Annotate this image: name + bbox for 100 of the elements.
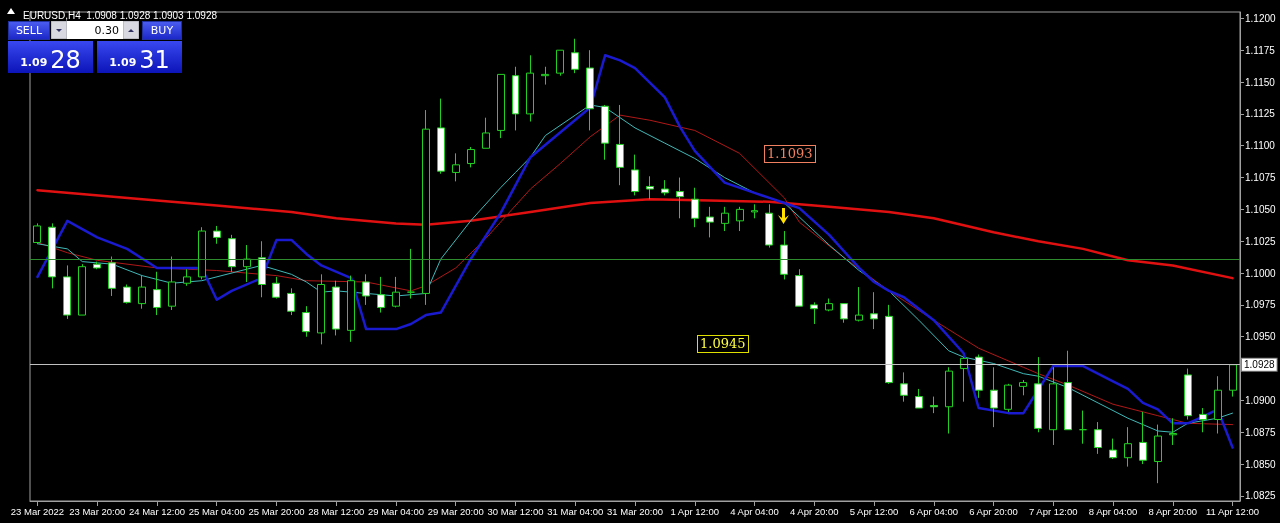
- candlestick: [1019, 379, 1027, 396]
- x-tick-label: 7 Apr 12:00: [1028, 505, 1078, 517]
- x-tick-label: 24 Mar 12:00: [128, 505, 185, 517]
- candlestick: [48, 222, 56, 289]
- candlestick: [1004, 383, 1012, 413]
- annotation: 1.09: [20, 56, 48, 69]
- y-tick-label: 1.0825: [1245, 490, 1277, 502]
- candlestick: [258, 240, 266, 298]
- candlestick: [392, 276, 400, 308]
- candlestick: [930, 396, 938, 414]
- candlestick: [915, 388, 923, 409]
- candlestick: [825, 298, 833, 312]
- annotation: 28: [50, 46, 81, 74]
- y-tick-label: 1.0950: [1245, 331, 1277, 343]
- x-tick-label: 1 Apr 12:00: [670, 505, 720, 517]
- y-tick-label: 1.1175: [1245, 44, 1276, 56]
- x-tick-label: 6 Apr 04:00: [909, 505, 959, 517]
- annotation: 0.30: [67, 21, 123, 39]
- candlestick: [586, 49, 594, 131]
- candlestick: [646, 175, 654, 200]
- candlestick: [736, 206, 744, 232]
- candlestick: [1199, 407, 1207, 433]
- x-tick-label: 8 Apr 20:00: [1148, 505, 1198, 517]
- candlestick: [661, 179, 669, 196]
- annotation: 1.0945: [697, 335, 749, 353]
- x-tick-label: 31 Mar 20:00: [607, 505, 663, 517]
- candlestick: [1169, 417, 1177, 446]
- candlestick: [541, 66, 549, 86]
- candlestick: [272, 276, 280, 300]
- candlestick: [556, 49, 564, 77]
- candlestick: [885, 304, 893, 385]
- x-tick-label: 23 Mar 20:00: [69, 505, 126, 517]
- y-tick-label: 1.1075: [1245, 172, 1277, 184]
- candlestick: [676, 177, 684, 219]
- candlestick: [467, 146, 475, 168]
- y-tick-label: 1.1200: [1245, 12, 1277, 24]
- candlestick: [422, 109, 430, 306]
- candlestick: [407, 248, 415, 300]
- x-tick-label: 8 Apr 04:00: [1088, 505, 1138, 517]
- x-tick-label: 11 Apr 12:00: [1205, 505, 1260, 517]
- candlestick: [93, 261, 101, 270]
- annotation: 1.09: [109, 56, 137, 69]
- x-tick-label: 25 Mar 20:00: [248, 505, 305, 517]
- x-tick-label: 6 Apr 20:00: [969, 505, 1018, 517]
- candlestick: [840, 303, 848, 324]
- candlestick: [512, 66, 519, 131]
- candlestick: [855, 286, 863, 322]
- candlestick: [601, 104, 609, 161]
- candlestick: [526, 54, 534, 123]
- y-tick-label: 1.1150: [1245, 76, 1276, 88]
- y-tick-label: 1.0875: [1245, 426, 1277, 438]
- annotation: SELL: [8, 21, 50, 40]
- candlestick: [302, 305, 310, 338]
- candlestick: [810, 301, 818, 325]
- candlestick: [1139, 411, 1147, 465]
- y-tick-label: 1.1100: [1245, 140, 1276, 152]
- candlestick: [721, 206, 729, 232]
- chart-title: EURUSD,H4 1.0908 1.0928 1.0903 1.0928: [23, 9, 218, 21]
- candlestick: [1049, 366, 1057, 446]
- candlestick: [691, 187, 699, 228]
- candlestick: [228, 234, 236, 273]
- y-tick-label: 1.0975: [1245, 299, 1277, 311]
- candlestick: [437, 98, 445, 175]
- candlestick: [33, 222, 41, 245]
- x-tick-label: 25 Mar 04:00: [188, 505, 245, 517]
- candlestick: [332, 280, 340, 336]
- y-tick-label: 1.1000: [1245, 267, 1277, 279]
- candlestick: [198, 226, 206, 280]
- candlestick: [1229, 364, 1237, 398]
- candlestick: [1214, 375, 1222, 435]
- candlestick: [452, 152, 460, 182]
- candlestick: [751, 203, 758, 219]
- candlestick: [1079, 410, 1087, 445]
- candlestick: [990, 366, 998, 428]
- candlestick: [108, 256, 116, 297]
- x-tick-label: 23 Mar 2022: [10, 505, 65, 517]
- candlestick: [795, 268, 803, 307]
- candlestick: [1109, 438, 1117, 460]
- x-tick-label: 29 Mar 20:00: [427, 505, 484, 517]
- candlestick: [347, 275, 355, 343]
- candlestick: [870, 291, 878, 330]
- annotation: 31: [139, 46, 170, 74]
- y-tick-label: 1.1025: [1245, 235, 1277, 247]
- candlestick: [287, 287, 295, 316]
- x-tick-label: 28 Mar 12:00: [308, 505, 365, 517]
- annotation: 1.1093: [764, 145, 816, 163]
- candlestick: [765, 203, 773, 249]
- y-tick-label: 1.1050: [1245, 203, 1277, 215]
- x-tick-label: 5 Apr 12:00: [849, 505, 899, 517]
- candlestick: [780, 230, 788, 280]
- candlestick: [317, 273, 325, 345]
- candlestick: [153, 271, 161, 316]
- candlestick: [123, 284, 131, 305]
- candlestick: [1184, 368, 1192, 420]
- y-tick-label: 1.0900: [1245, 394, 1277, 406]
- y-tick-label: 1.1125: [1245, 108, 1276, 120]
- candlestick: [960, 356, 968, 403]
- candlestick: [1094, 421, 1102, 455]
- ref-line-label: 1.0928: [1244, 359, 1276, 371]
- annotation: BUY: [142, 21, 182, 40]
